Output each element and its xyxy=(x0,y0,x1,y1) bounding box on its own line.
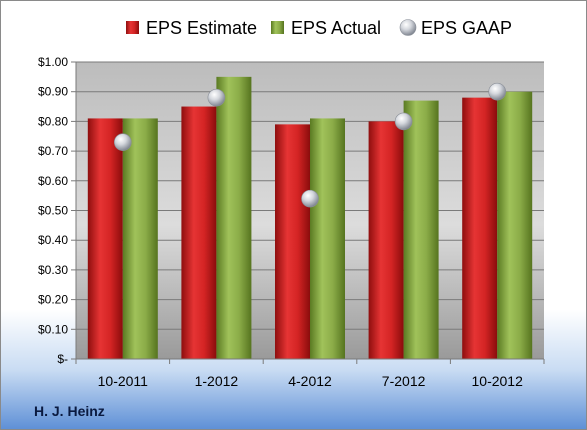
actual-bar xyxy=(403,100,439,360)
estimate-bar xyxy=(462,97,498,359)
x-tick-label: 1-2012 xyxy=(195,373,239,389)
gaap-marker xyxy=(207,88,226,107)
legend-swatch xyxy=(271,21,284,34)
y-tick-label: $0.70 xyxy=(38,144,68,158)
estimate-bar xyxy=(275,124,310,360)
actual-bar xyxy=(122,118,158,360)
gaap-marker xyxy=(114,133,132,151)
actual-bar xyxy=(216,76,252,359)
y-tick-label: $0.10 xyxy=(38,322,68,336)
estimate-bar xyxy=(181,106,217,359)
legend-swatch xyxy=(126,21,139,34)
estimate-bar xyxy=(87,118,123,360)
y-axis: $- $0.10 $0.20 $0.30 $0.40 $0.50 $0.60 $0.70 $0.… xyxy=(38,55,77,366)
bars xyxy=(87,76,533,360)
gaap-markers xyxy=(114,82,507,208)
x-axis: 10-2011 1-2012 4-2012 7-2012 10-2012 xyxy=(75,358,545,389)
estimate-bar xyxy=(368,121,404,360)
y-tick-label: $1.00 xyxy=(38,55,68,69)
y-tick-label: $0.50 xyxy=(38,204,68,218)
y-tick-label: $0.30 xyxy=(38,263,68,277)
y-tick-label: $0.90 xyxy=(38,85,68,99)
legend: EPS Estimate EPS Actual EPS GAAP xyxy=(126,18,512,38)
y-tick-label: $0.60 xyxy=(38,174,68,188)
gaap-marker xyxy=(394,112,413,131)
gaap-marker xyxy=(488,82,507,101)
legend-label: EPS Actual xyxy=(291,18,381,38)
company-name: H. J. Heinz xyxy=(34,403,105,419)
gaap-marker xyxy=(301,189,319,208)
actual-bar xyxy=(497,91,533,359)
x-tick-label: 4-2012 xyxy=(288,373,332,389)
y-tick-label: $0.80 xyxy=(38,114,68,128)
x-tick-label: 10-2011 xyxy=(98,373,149,389)
y-tick-label: $0.40 xyxy=(38,233,68,247)
legend-label: EPS GAAP xyxy=(421,18,512,38)
x-tick-label: 10-2012 xyxy=(472,373,524,389)
y-tick-label: $0.20 xyxy=(38,293,68,307)
y-tick-label: $- xyxy=(57,352,68,366)
legend-label: EPS Estimate xyxy=(146,18,257,38)
x-tick-label: 7-2012 xyxy=(382,373,426,389)
actual-bar xyxy=(310,118,345,360)
legend-swatch xyxy=(399,19,417,36)
